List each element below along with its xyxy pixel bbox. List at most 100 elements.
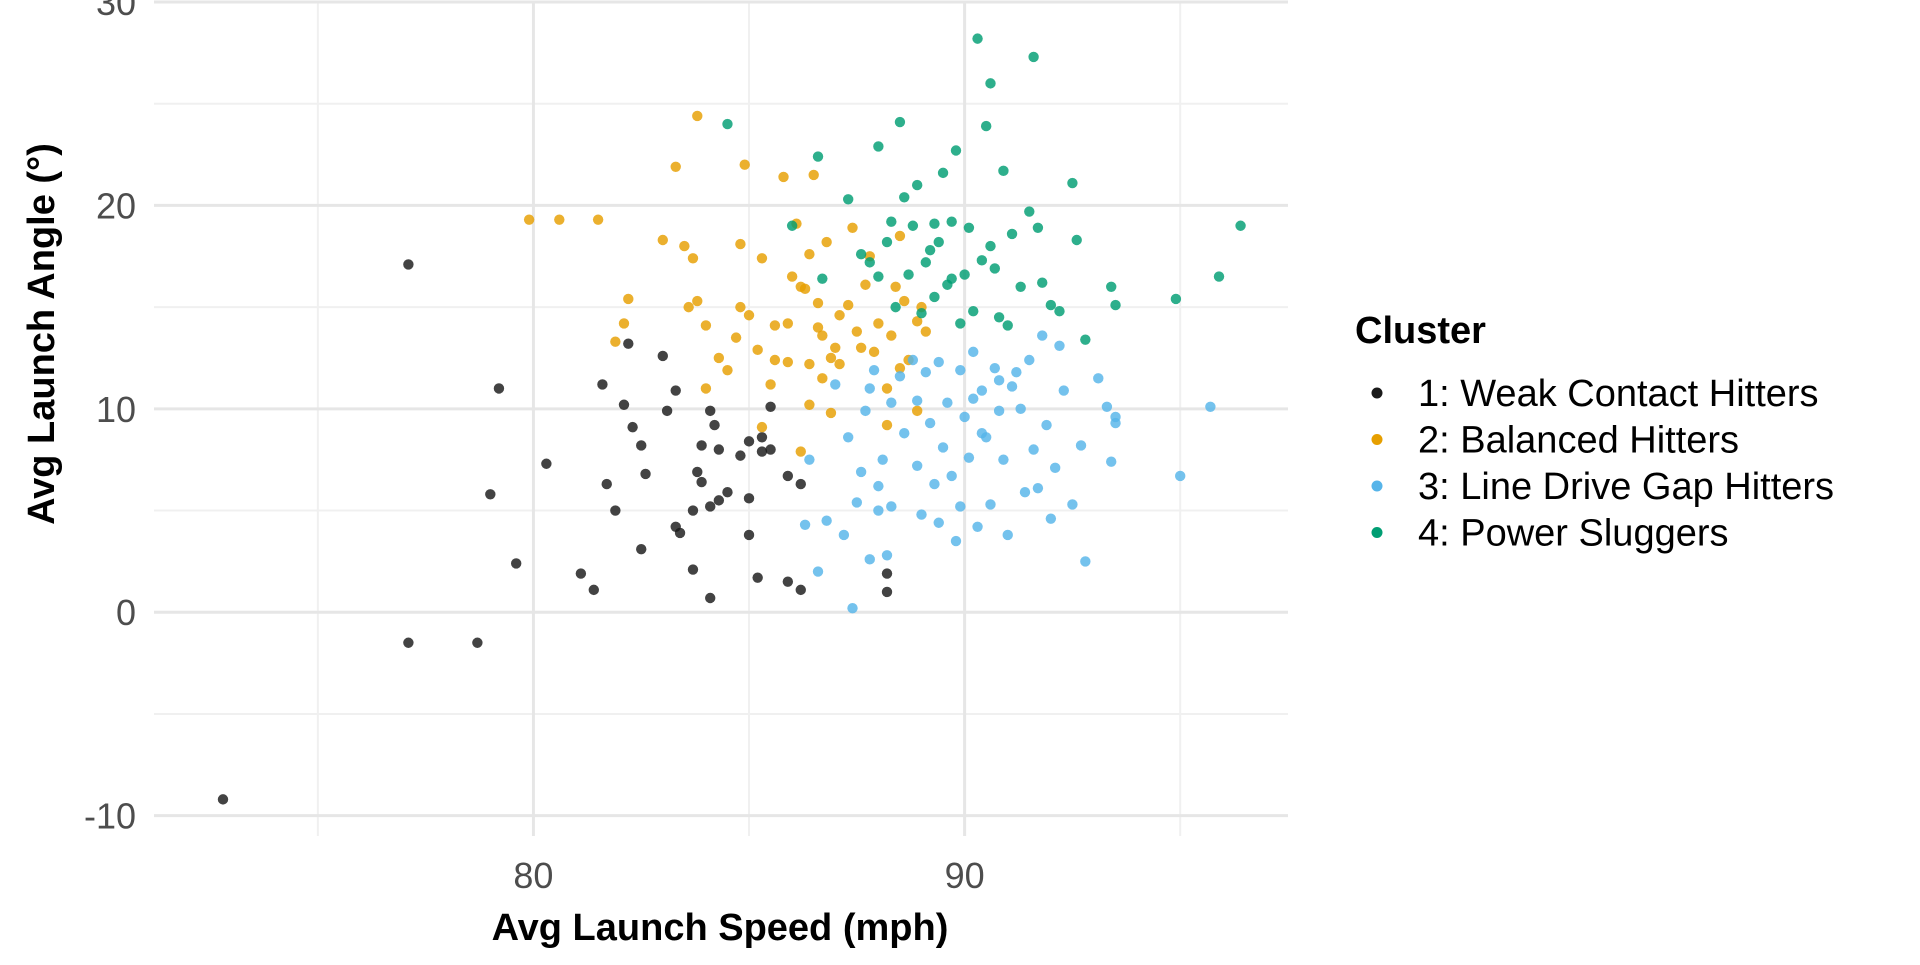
data-point	[640, 468, 651, 480]
data-point	[743, 436, 755, 447]
data-point	[821, 515, 832, 526]
data-point	[1235, 220, 1246, 231]
data-point	[989, 263, 1000, 274]
data-point	[946, 216, 957, 227]
data-point	[959, 269, 970, 280]
data-point	[618, 399, 630, 410]
data-point	[877, 454, 888, 465]
data-point	[864, 383, 875, 394]
data-point	[752, 344, 763, 356]
data-point	[916, 308, 927, 319]
data-point	[786, 220, 798, 231]
data-point	[1054, 340, 1065, 351]
series-3	[799, 330, 1216, 614]
data-point	[756, 446, 768, 457]
data-point	[903, 269, 914, 280]
data-point	[886, 330, 897, 341]
data-point	[804, 358, 815, 370]
legend-key	[1371, 527, 1383, 538]
data-point	[493, 383, 505, 394]
data-point	[911, 316, 923, 327]
data-point	[692, 295, 703, 307]
data-point	[756, 432, 768, 443]
data-point	[679, 240, 690, 252]
data-point	[804, 454, 815, 465]
data-point	[946, 273, 957, 284]
data-point	[636, 543, 647, 555]
data-point	[403, 259, 414, 270]
data-point	[855, 342, 867, 354]
data-point	[765, 401, 776, 412]
data-point	[657, 234, 668, 246]
data-point	[886, 397, 897, 408]
data-point	[830, 379, 841, 390]
data-point	[713, 444, 725, 455]
data-point	[696, 476, 707, 488]
data-point	[692, 110, 703, 122]
data-point	[1080, 334, 1091, 345]
data-point	[217, 794, 229, 805]
data-point	[976, 428, 988, 439]
data-point	[1015, 281, 1026, 292]
data-point	[1024, 354, 1035, 366]
data-point	[700, 320, 712, 331]
data-point	[769, 354, 781, 366]
data-point	[881, 568, 893, 579]
data-point	[873, 480, 884, 492]
data-point	[610, 336, 621, 347]
data-point	[894, 116, 906, 128]
data-point	[855, 249, 867, 260]
data-point	[804, 399, 815, 410]
data-point	[735, 238, 746, 250]
data-point	[955, 318, 966, 329]
legend-item: 3: Line Drive Gap Hitters	[1371, 466, 1834, 508]
data-point	[403, 637, 414, 648]
data-point	[929, 478, 940, 490]
data-point	[1002, 320, 1013, 331]
data-point	[830, 342, 841, 354]
data-point	[782, 576, 794, 587]
data-point	[765, 379, 776, 390]
data-point	[722, 118, 733, 130]
data-point	[692, 466, 703, 478]
data-point	[778, 171, 789, 183]
data-point	[894, 362, 906, 374]
data-point	[993, 375, 1005, 386]
data-point	[955, 364, 966, 376]
data-point	[627, 421, 638, 433]
data-point	[916, 509, 927, 520]
data-point	[657, 350, 668, 362]
data-point	[972, 33, 983, 44]
data-point	[510, 558, 522, 569]
data-point	[705, 405, 716, 417]
data-point	[993, 405, 1005, 417]
x-tick-label: 80	[513, 855, 553, 896]
data-point	[933, 517, 944, 528]
legend-item: 4: Power Sluggers	[1371, 513, 1729, 555]
data-point	[1006, 228, 1018, 240]
data-point	[873, 505, 884, 516]
data-point	[795, 281, 806, 292]
data-point	[799, 519, 811, 530]
tick-labels: 80 90 -10 0 10 20 30	[84, 0, 985, 896]
data-point	[834, 358, 845, 370]
data-point	[756, 421, 768, 433]
data-point	[1019, 487, 1031, 498]
data-point	[817, 273, 828, 284]
data-point	[1075, 440, 1087, 451]
data-point	[713, 495, 725, 506]
data-point	[911, 395, 923, 406]
x-tick-label: 90	[945, 855, 985, 896]
data-point	[1002, 529, 1013, 541]
grid	[154, 0, 1288, 836]
data-point	[696, 440, 707, 451]
data-point	[847, 222, 858, 233]
legend-label: 1: Weak Contact Hitters	[1418, 373, 1819, 415]
data-point	[786, 271, 798, 282]
data-point	[881, 550, 893, 561]
data-point	[851, 326, 863, 337]
data-point	[812, 566, 824, 577]
data-point	[864, 257, 875, 268]
data-point	[881, 383, 893, 394]
